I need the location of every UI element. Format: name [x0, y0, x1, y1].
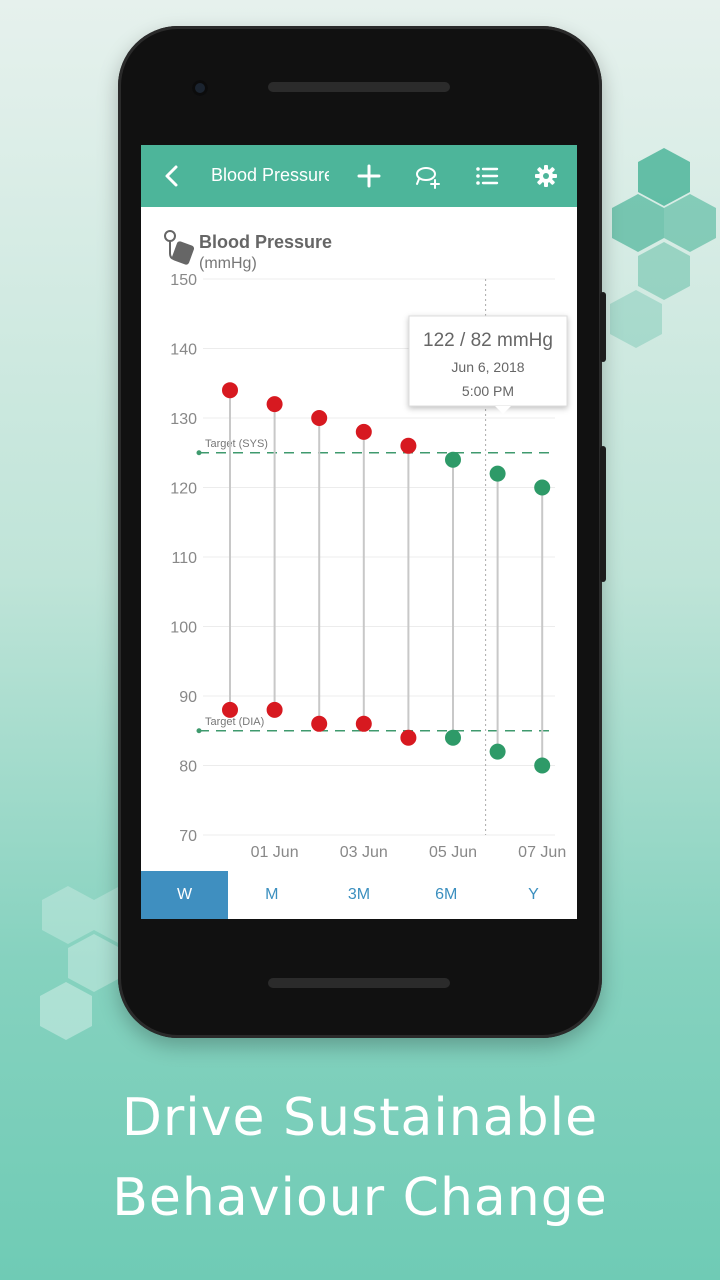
- tab-year[interactable]: Y: [528, 886, 539, 903]
- caption-line-2: Behaviour Change: [112, 1168, 608, 1228]
- y-tick-label: 150: [170, 272, 197, 289]
- page-title: Blood Pressure: [211, 165, 329, 185]
- chart-title: Blood Pressure: [199, 232, 332, 252]
- diastolic-point: [489, 743, 506, 760]
- target-dot: [196, 728, 202, 734]
- diastolic-point: [266, 701, 283, 718]
- list-icon[interactable]: [473, 162, 501, 190]
- y-tick-label: 100: [170, 620, 197, 637]
- systolic-point: [266, 396, 283, 413]
- cuff-add-icon[interactable]: [414, 162, 442, 190]
- hexagon-decoration: [638, 148, 690, 206]
- app-bar: Blood Pressure: [141, 145, 577, 207]
- caption-line-1: Drive Sustainable: [121, 1088, 599, 1148]
- y-tick-label: 140: [170, 342, 197, 359]
- tab-week[interactable]: W: [141, 871, 229, 919]
- target-dot: [196, 450, 202, 456]
- tooltip-value: 122 / 82 mmHg: [423, 330, 553, 351]
- systolic-point: [311, 410, 328, 426]
- bp-cuff-icon: [164, 230, 195, 265]
- app-screen: Blood Pressure: [141, 145, 577, 919]
- hexagon-decoration: [664, 194, 716, 252]
- tooltip-date: Jun 6, 2018: [451, 359, 524, 375]
- hexagon-decoration: [40, 982, 92, 1040]
- x-tick-label: 07 Jun: [518, 844, 566, 861]
- x-tick-label: 03 Jun: [340, 844, 388, 861]
- bp-chart[interactable]: Blood Pressure (mmHg) 150 140 130 120 110 100…: [141, 207, 577, 871]
- diastolic-point: [222, 701, 238, 718]
- hexagon-decoration: [68, 934, 120, 992]
- systolic-point: [445, 451, 461, 468]
- gear-icon[interactable]: [532, 162, 560, 190]
- back-arrow-icon[interactable]: [161, 162, 183, 190]
- diastolic-point: [355, 715, 372, 732]
- x-tick-label: 01 Jun: [251, 844, 299, 861]
- marketing-caption: Drive Sustainable Behaviour Change: [0, 1078, 720, 1238]
- range-tabs: W M 3M 6M Y: [141, 871, 577, 919]
- tooltip-time: 5:00 PM: [462, 383, 514, 399]
- y-tick-label: 130: [170, 411, 197, 428]
- bottom-speaker: [268, 978, 450, 988]
- tab-3-months[interactable]: 3M: [347, 886, 371, 903]
- hexagon-decoration: [638, 242, 690, 300]
- systolic-point: [489, 465, 506, 482]
- volume-button: [600, 446, 606, 582]
- chart-unit: (mmHg): [199, 255, 257, 272]
- diastolic-point: [311, 715, 328, 732]
- front-camera: [192, 80, 208, 96]
- add-icon[interactable]: [355, 162, 383, 190]
- power-button: [600, 292, 606, 362]
- diastolic-point: [400, 729, 417, 746]
- x-tick-label: 05 Jun: [429, 844, 477, 861]
- systolic-point: [400, 437, 417, 454]
- hexagon-decoration: [610, 290, 662, 348]
- hexagon-decoration: [612, 194, 664, 252]
- y-tick-label: 70: [179, 828, 197, 845]
- top-speaker: [268, 82, 450, 92]
- y-tick-label: 110: [171, 550, 197, 567]
- target-label: Target (SYS): [205, 438, 268, 450]
- tab-6-months[interactable]: 6M: [435, 886, 458, 903]
- systolic-point: [222, 382, 238, 399]
- diastolic-point: [445, 729, 461, 746]
- target-label: Target (DIA): [205, 716, 264, 728]
- diastolic-point: [534, 757, 551, 774]
- tab-month[interactable]: M: [265, 886, 279, 903]
- systolic-point: [355, 423, 372, 440]
- tooltip: 122 / 82 mmHg Jun 6, 2018 5:00 PM: [408, 315, 568, 414]
- y-tick-label: 120: [170, 481, 197, 498]
- y-tick-label: 80: [179, 759, 197, 776]
- y-tick-label: 90: [179, 689, 197, 706]
- systolic-point: [534, 479, 551, 496]
- hexagon-decoration: [42, 886, 94, 944]
